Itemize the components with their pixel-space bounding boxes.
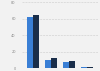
Bar: [45, 60, 51, 68]
Bar: [69, 61, 75, 68]
Bar: [87, 67, 93, 68]
Bar: [33, 14, 39, 68]
Bar: [51, 58, 57, 68]
Bar: [81, 67, 87, 68]
Bar: [63, 62, 69, 68]
Bar: [27, 17, 33, 68]
